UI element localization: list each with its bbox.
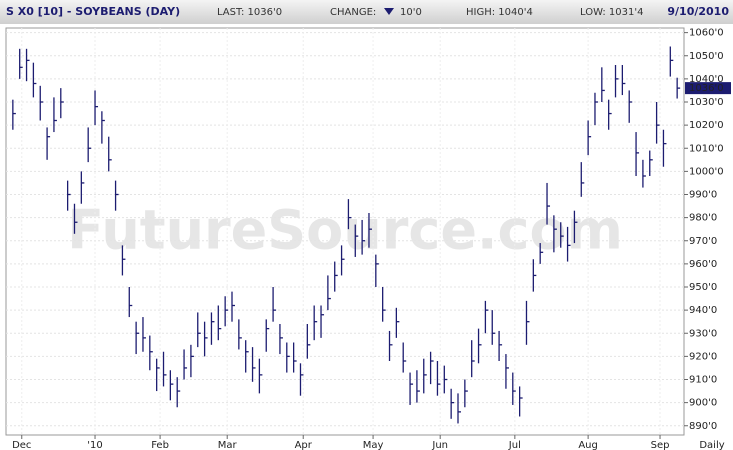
x-tick-label: Feb bbox=[151, 440, 169, 450]
y-tick-label: 950'0 bbox=[689, 282, 717, 293]
x-tick-label: Jul bbox=[508, 440, 521, 450]
x-tick-label: Jun bbox=[431, 440, 448, 450]
y-tick-label: 1040'0 bbox=[689, 74, 724, 85]
header-bar bbox=[0, 0, 733, 24]
y-tick-label: 1000'0 bbox=[689, 166, 724, 177]
y-tick-label: 1010'0 bbox=[689, 143, 724, 154]
low: LOW: 1031'4 bbox=[580, 7, 644, 18]
x-tick-label: Mar bbox=[218, 440, 238, 450]
plot-frame bbox=[5, 27, 685, 436]
date: 9/10/2010 bbox=[667, 5, 729, 18]
y-tick-label: 900'0 bbox=[689, 398, 717, 409]
x-tick-label: Aug bbox=[578, 440, 598, 450]
x-tick-label: Sep bbox=[651, 440, 670, 450]
y-tick-label: 980'0 bbox=[689, 213, 717, 224]
y-tick-label: 920'0 bbox=[689, 351, 717, 362]
y-tick-label: 960'0 bbox=[689, 259, 717, 270]
y-tick-label: 1060'0 bbox=[689, 28, 724, 39]
y-tick-label: 1020'0 bbox=[689, 120, 724, 131]
last: LAST: 1036'0 bbox=[217, 7, 282, 18]
y-tick-label: 1050'0 bbox=[689, 51, 724, 62]
change: 10'0 bbox=[400, 7, 422, 18]
y-tick-label: 1030'0 bbox=[689, 97, 724, 108]
x-tick-label: May bbox=[363, 440, 384, 450]
last-price-box bbox=[685, 82, 731, 95]
down-arrow bbox=[384, 8, 394, 15]
y-tick-label: 940'0 bbox=[689, 305, 717, 316]
watermark: FutureSource.com bbox=[67, 199, 623, 262]
last-price-label: 1036'0 bbox=[689, 83, 724, 94]
y-tick-label: 930'0 bbox=[689, 328, 717, 339]
x-tick-label: Dec bbox=[12, 440, 31, 450]
high: HIGH: 1040'4 bbox=[466, 7, 533, 18]
y-tick-label: 970'0 bbox=[689, 236, 717, 247]
x-tick-label: Apr bbox=[295, 440, 313, 450]
y-tick-label: 910'0 bbox=[689, 375, 717, 386]
y-tick-label: 890'0 bbox=[689, 421, 717, 432]
x-tick-label: '10 bbox=[87, 440, 102, 450]
change-label: CHANGE: bbox=[330, 7, 376, 18]
y-tick-label: 990'0 bbox=[689, 190, 717, 201]
period: Daily bbox=[699, 440, 724, 450]
chart-title: S X0 [10] - SOYBEANS (DAY) bbox=[6, 5, 180, 18]
